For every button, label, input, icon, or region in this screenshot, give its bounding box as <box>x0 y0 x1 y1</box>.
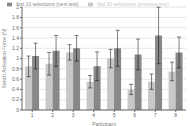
svg-text:1.2: 1.2 <box>12 45 19 51</box>
svg-text:Switch Activation Force (N): Switch Activation Force (N) <box>1 28 7 88</box>
svg-text:0.4: 0.4 <box>12 86 19 92</box>
svg-text:2: 2 <box>51 112 54 118</box>
svg-text:8: 8 <box>174 112 177 118</box>
svg-text:2: 2 <box>16 4 19 10</box>
svg-text:1.8: 1.8 <box>12 14 19 20</box>
svg-text:3: 3 <box>72 112 75 118</box>
svg-text:1.4: 1.4 <box>12 35 19 41</box>
svg-text:1: 1 <box>16 55 19 61</box>
svg-text:0.8: 0.8 <box>12 66 19 72</box>
svg-text:1.6: 1.6 <box>12 25 19 31</box>
svg-text:5: 5 <box>113 112 116 118</box>
svg-text:0: 0 <box>16 107 19 113</box>
svg-text:0.6: 0.6 <box>12 76 19 82</box>
svg-text:4: 4 <box>92 112 95 118</box>
svg-text:Participant: Participant <box>92 121 116 126</box>
svg-text:6: 6 <box>133 112 136 118</box>
svg-text:7: 7 <box>154 112 157 118</box>
svg-text:1: 1 <box>31 112 34 118</box>
svg-text:0.2: 0.2 <box>12 96 19 102</box>
